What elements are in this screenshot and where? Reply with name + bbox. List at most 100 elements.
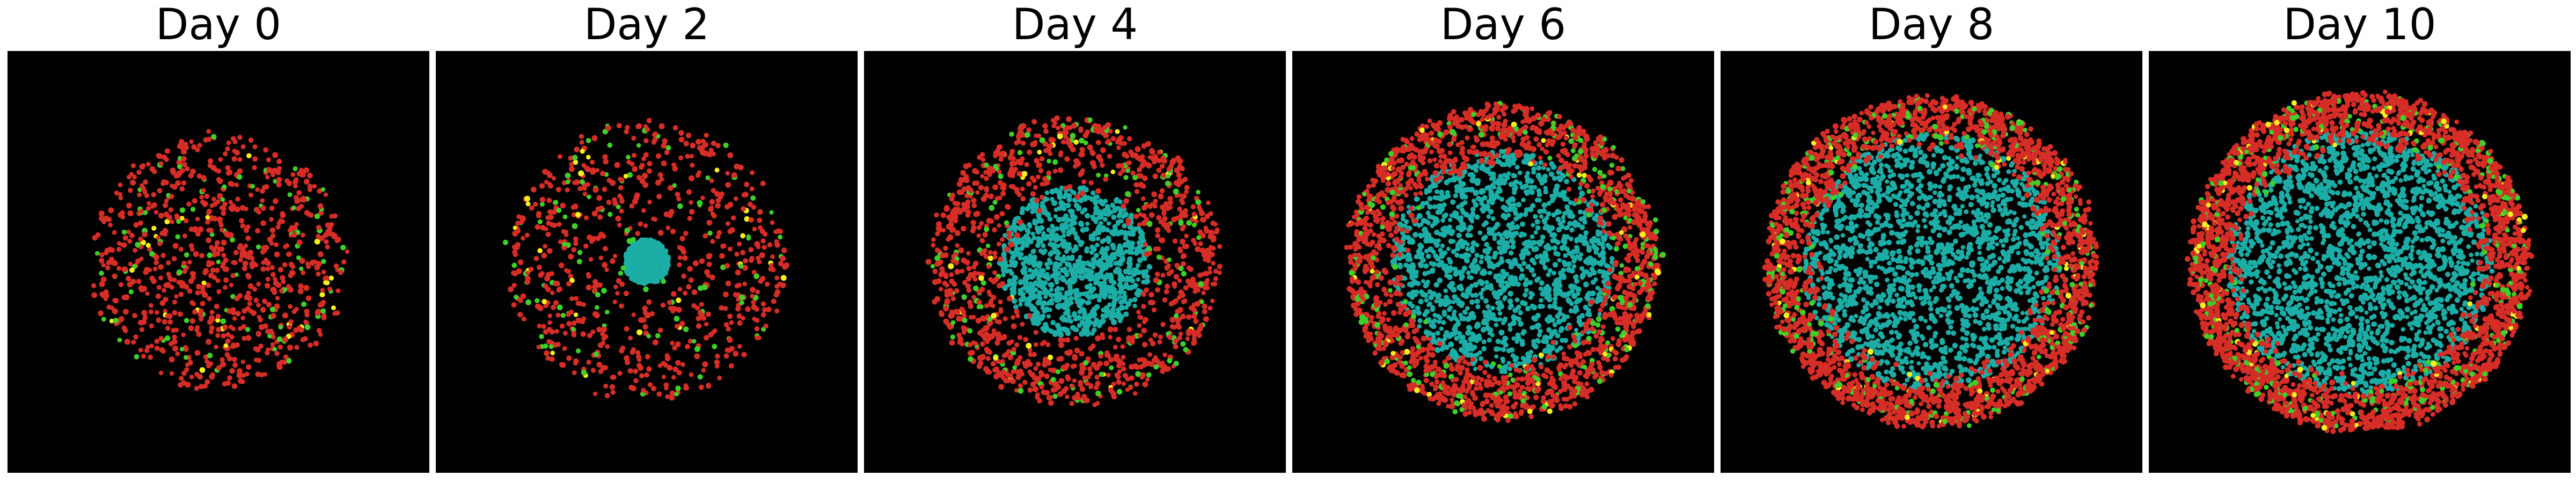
proliferating-cell [272,152,279,158]
proliferating-cell [1137,333,1143,338]
proliferating-cell [1034,197,1040,203]
necrotic-cell [1035,321,1041,326]
proliferating-cell [231,383,238,389]
proliferating-cell [183,346,189,352]
proliferating-cell [273,198,279,204]
proliferating-cell [987,250,993,255]
necrotic-cell [1021,261,1026,266]
proliferating-cell [262,298,268,304]
proliferating-cell [952,201,957,206]
necrotic-cell [1081,314,1087,320]
dividing-cell [987,255,994,261]
necrotic-cell [1136,277,1140,282]
proliferating-cell [725,221,730,226]
necrotic-cell [1050,223,1055,229]
proliferating-cell [282,336,289,343]
quiescent-cell [255,244,261,250]
proliferating-cell [294,222,299,227]
proliferating-cell [121,242,127,248]
quiescent-cell [557,304,563,311]
proliferating-cell [954,268,961,275]
proliferating-cell [187,288,193,294]
necrotic-cell [626,272,631,277]
necrotic-cell [1033,268,1039,273]
proliferating-cell [525,270,530,276]
proliferating-cell [1129,375,1135,381]
proliferating-cell [734,196,738,201]
proliferating-cell [293,184,298,188]
proliferating-cell [973,260,979,267]
proliferating-cell [165,325,171,331]
necrotic-cell [1569,236,1574,241]
proliferating-cell [1166,366,1172,371]
proliferating-cell [618,185,624,191]
proliferating-cell [226,356,232,362]
proliferating-cell [206,282,211,288]
proliferating-cell [1193,318,1199,324]
quiescent-cell [577,250,583,255]
necrotic-cell [1099,226,1104,232]
necrotic-cell [1456,204,1461,209]
quiescent-cell [1178,266,1184,272]
proliferating-cell [273,276,277,282]
necrotic-cell [655,248,660,253]
quiescent-cell [607,142,613,148]
necrotic-cell [1080,227,1086,233]
proliferating-cell [188,243,194,248]
proliferating-cell [515,221,521,226]
dividing-cell [573,159,579,165]
proliferating-cell [256,303,261,308]
necrotic-cell [1469,245,1475,251]
proliferating-cell [642,324,648,330]
proliferating-cell [1189,217,1195,223]
proliferating-cell [997,180,1003,186]
proliferating-cell [253,357,259,362]
necrotic-cell [1088,273,1095,280]
necrotic-cell [1084,284,1091,290]
proliferating-cell [517,312,523,318]
proliferating-cell [577,318,583,324]
proliferating-cell [1133,182,1139,188]
proliferating-cell [559,262,565,268]
proliferating-cell [537,324,542,328]
necrotic-cell [1094,210,1099,216]
proliferating-cell [1143,242,1148,247]
quiescent-cell [665,145,671,151]
proliferating-cell [230,273,236,279]
proliferating-cell [999,211,1005,217]
quiescent-cell [184,318,189,323]
necrotic-cell [1484,280,1489,285]
quiescent-cell [985,243,991,248]
quiescent-cell [565,172,571,179]
proliferating-cell [1121,381,1126,386]
proliferating-cell [966,266,972,272]
proliferating-cell [540,225,546,231]
proliferating-cell [1010,184,1016,189]
proliferating-cell [669,394,675,401]
proliferating-cell [1039,384,1044,390]
necrotic-cell [1519,221,1526,227]
quiescent-cell [993,164,998,169]
quiescent-cell [608,211,613,217]
quiescent-cell [595,292,601,298]
proliferating-cell [978,360,984,366]
proliferating-cell [1217,270,1222,275]
necrotic-cell [1114,297,1119,302]
proliferating-cell [661,160,667,166]
proliferating-cell [983,193,990,199]
necrotic-cell [1485,304,1491,309]
proliferating-cell [164,180,170,186]
proliferating-cell [1080,152,1085,157]
proliferating-cell [1130,170,1136,176]
proliferating-cell [1094,364,1100,371]
proliferating-cell [1016,134,1021,140]
proliferating-cell [714,363,720,369]
proliferating-cell [1137,314,1143,320]
quiescent-cell [250,184,255,189]
proliferating-cell [664,150,670,156]
proliferating-cell [680,362,685,367]
quiescent-cell [101,317,106,322]
proliferating-cell [664,355,671,362]
proliferating-cell [1114,372,1119,378]
proliferating-cell [1108,357,1114,363]
